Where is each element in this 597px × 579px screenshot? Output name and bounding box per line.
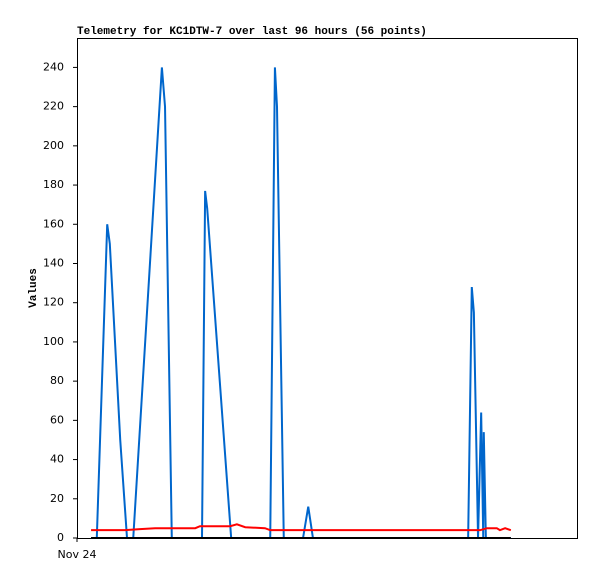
x-tick-label: Nov 24 (58, 548, 97, 561)
y-tick-label: 200 (43, 139, 64, 152)
y-axis-label: Values (28, 268, 40, 308)
y-tick-label: 220 (43, 100, 64, 113)
y-tick-label: 100 (43, 335, 64, 348)
y-tick-label: 80 (50, 374, 64, 387)
y-tick-label: 40 (50, 453, 64, 466)
y-tick-label: 120 (43, 296, 64, 309)
y-tick-label: 240 (43, 60, 64, 73)
y-tick-label: 60 (50, 413, 64, 426)
plot-frame (77, 38, 578, 539)
y-tick-label: 20 (50, 492, 64, 505)
y-tick-label: 180 (43, 178, 64, 191)
series-line (91, 67, 511, 539)
y-tick-label: 0 (57, 531, 64, 544)
y-tick-label: 140 (43, 256, 64, 269)
chart-title: Telemetry for KC1DTW-7 over last 96 hour… (77, 26, 427, 38)
y-tick-label: 160 (43, 217, 64, 230)
series-line (91, 523, 512, 532)
